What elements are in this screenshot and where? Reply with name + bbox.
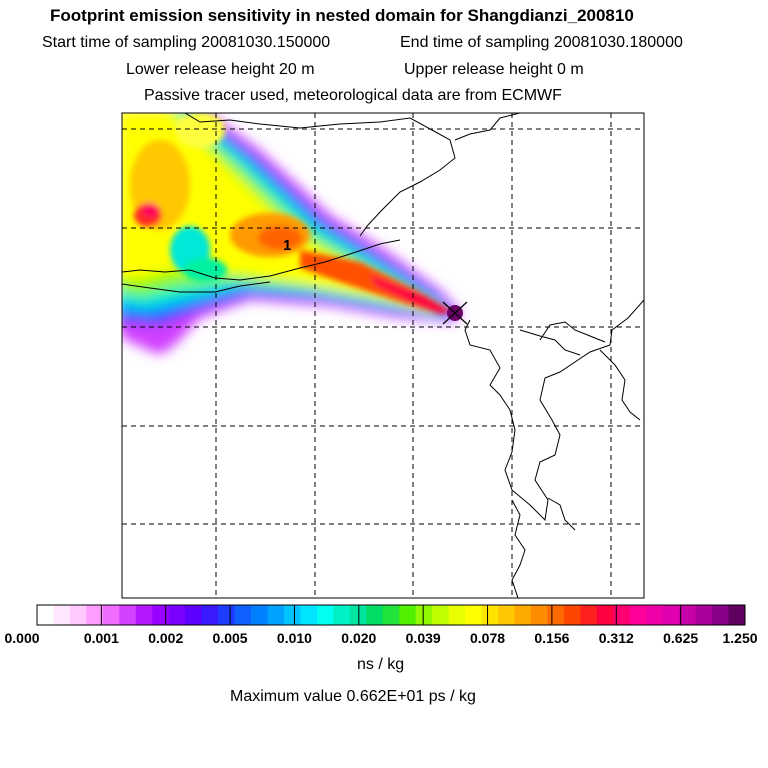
plot-title: Footprint emission sensitivity in nested… bbox=[50, 6, 634, 25]
colorbar-swatch bbox=[283, 605, 301, 625]
colorbar-tick-label: 0.039 bbox=[405, 630, 441, 646]
colorbar-swatch bbox=[629, 605, 647, 625]
colorbar bbox=[36, 604, 746, 626]
colorbar-swatch bbox=[399, 605, 417, 625]
colorbar-tick-label: 0.001 bbox=[83, 630, 119, 646]
colorbar-tick-label: 0.078 bbox=[470, 630, 506, 646]
colorbar-swatch bbox=[69, 605, 87, 625]
colorbar-swatch bbox=[580, 605, 598, 625]
colorbar-swatch bbox=[366, 605, 384, 625]
colorbar-swatch bbox=[152, 605, 170, 625]
colorbar-tick-label: 0.625 bbox=[663, 630, 699, 646]
colorbar-swatch bbox=[465, 605, 483, 625]
colorbar-swatch bbox=[382, 605, 400, 625]
colorbar-swatch bbox=[267, 605, 285, 625]
colorbar-outline bbox=[36, 604, 746, 626]
colorbar-swatch bbox=[135, 605, 153, 625]
colorbar-swatch bbox=[563, 605, 581, 625]
colorbar-swatch bbox=[530, 605, 548, 625]
tracer-info-label: Passive tracer used, meteorological data… bbox=[144, 87, 562, 104]
colorbar-swatch bbox=[596, 605, 614, 625]
colorbar-swatch bbox=[514, 605, 532, 625]
colorbar-swatch bbox=[646, 605, 664, 625]
colorbar-swatch bbox=[547, 605, 565, 625]
colorbar-swatch bbox=[333, 605, 351, 625]
end-time-label: End time of sampling 20081030.180000 bbox=[400, 34, 683, 51]
colorbar-tick-label: 0.002 bbox=[148, 630, 184, 646]
colorbar-swatch bbox=[712, 605, 730, 625]
colorbar-swatch bbox=[86, 605, 104, 625]
colorbar-swatch bbox=[53, 605, 71, 625]
coastlines bbox=[122, 113, 644, 598]
colorbar-tick-label: 0.010 bbox=[276, 630, 312, 646]
colorbar-swatch bbox=[316, 605, 334, 625]
colorbar-swatch bbox=[613, 605, 631, 625]
map-frame bbox=[121, 112, 645, 599]
colorbar-swatch bbox=[251, 605, 269, 625]
colorbar-tick-label: 0.000 bbox=[4, 630, 40, 646]
colorbar-tick-label: 0.156 bbox=[534, 630, 570, 646]
colorbar-swatch bbox=[234, 605, 252, 625]
colorbar-swatch bbox=[185, 605, 203, 625]
trajectory-marker-label: 1 bbox=[283, 237, 291, 254]
maximum-value-label: Maximum value 0.662E+01 ps / kg bbox=[230, 688, 476, 705]
colorbar-swatch bbox=[119, 605, 137, 625]
emission-footprint-field bbox=[122, 113, 462, 355]
colorbar-tick-label: 0.312 bbox=[598, 630, 634, 646]
colorbar-swatch bbox=[432, 605, 450, 625]
colorbar-swatch bbox=[168, 605, 186, 625]
colorbar-swatch bbox=[300, 605, 318, 625]
colorbar-swatch bbox=[498, 605, 515, 625]
colorbar-unit-label: ns / kg bbox=[357, 656, 405, 673]
colorbar-swatch bbox=[448, 605, 466, 625]
lat-lon-grid bbox=[122, 113, 644, 598]
colorbar-swatch bbox=[695, 605, 713, 625]
colorbar-swatch bbox=[102, 605, 120, 625]
colorbar-swatch bbox=[728, 605, 746, 625]
station-x-mark-icon bbox=[442, 301, 468, 325]
colorbar-swatch bbox=[481, 605, 499, 625]
colorbar-swatch bbox=[415, 605, 433, 625]
colorbar-swatch bbox=[679, 605, 697, 625]
colorbar-tick-label: 1.250 bbox=[722, 630, 758, 646]
colorbar-swatch bbox=[37, 605, 54, 625]
upper-release-label: Upper release height 0 m bbox=[404, 61, 584, 78]
colorbar-tick-label: 0.020 bbox=[341, 630, 377, 646]
colorbar-swatch bbox=[201, 605, 219, 625]
colorbar-swatch bbox=[662, 605, 680, 625]
start-time-label: Start time of sampling 20081030.150000 bbox=[42, 34, 331, 51]
colorbar-swatch bbox=[218, 605, 236, 625]
colorbar-tick-label: 0.005 bbox=[212, 630, 248, 646]
lower-release-label: Lower release height 20 m bbox=[126, 61, 315, 78]
